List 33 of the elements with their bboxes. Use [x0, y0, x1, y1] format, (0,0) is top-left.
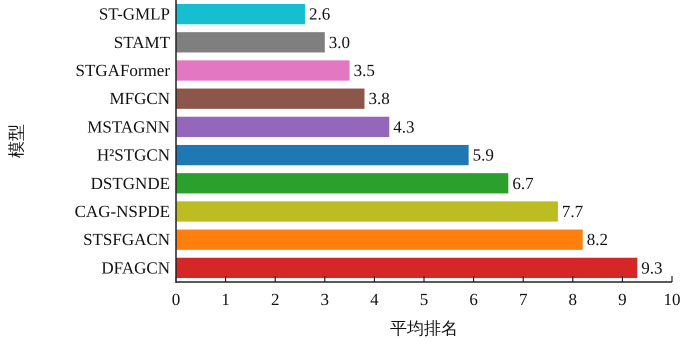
- x-tick-label: 1: [221, 290, 230, 309]
- y-tick-label: ST-GMLP: [98, 4, 170, 24]
- x-tick-label: 9: [618, 290, 627, 309]
- y-tick-label: CAG-NSPDE: [74, 202, 170, 221]
- y-tick-label: STAMT: [114, 32, 171, 52]
- data-label: 4.3: [393, 117, 415, 136]
- x-tick-label: 0: [172, 290, 180, 309]
- y-tick-label: STGAFormer: [76, 61, 170, 80]
- x-tick-label: 3: [320, 290, 330, 309]
- x-tick-label: 8: [568, 290, 578, 309]
- y-tick-label: MSTAGNN: [87, 117, 170, 136]
- data-label: 7.7: [562, 202, 584, 221]
- x-tick-label: 5: [420, 290, 428, 309]
- data-label: 2.6: [308, 4, 330, 24]
- x-axis-title: 平均排名: [390, 319, 458, 338]
- x-tick-label: 7: [518, 290, 528, 309]
- y-tick-label: STSFGACN: [83, 230, 170, 250]
- data-label: 8.2: [586, 230, 608, 250]
- x-tick-label: 4: [370, 290, 380, 309]
- y-tick-label: DSTGNDE: [90, 174, 170, 193]
- data-label: 9.3: [641, 258, 663, 278]
- data-label: 3.0: [328, 32, 350, 52]
- data-label: 3.5: [354, 61, 375, 80]
- data-label: 5.9: [472, 146, 494, 165]
- y-axis-title: 模型: [7, 124, 26, 158]
- x-tick-label: 2: [270, 290, 280, 309]
- data-label: 6.7: [512, 174, 534, 193]
- data-label: 3.8: [368, 89, 390, 108]
- y-tick-label: H²STGCN: [96, 146, 170, 165]
- y-tick-label: MFGCN: [110, 89, 170, 108]
- x-tick-label: 6: [469, 290, 478, 309]
- x-tick-label: 10: [664, 290, 680, 309]
- y-tick-label: DFAGCN: [101, 258, 170, 278]
